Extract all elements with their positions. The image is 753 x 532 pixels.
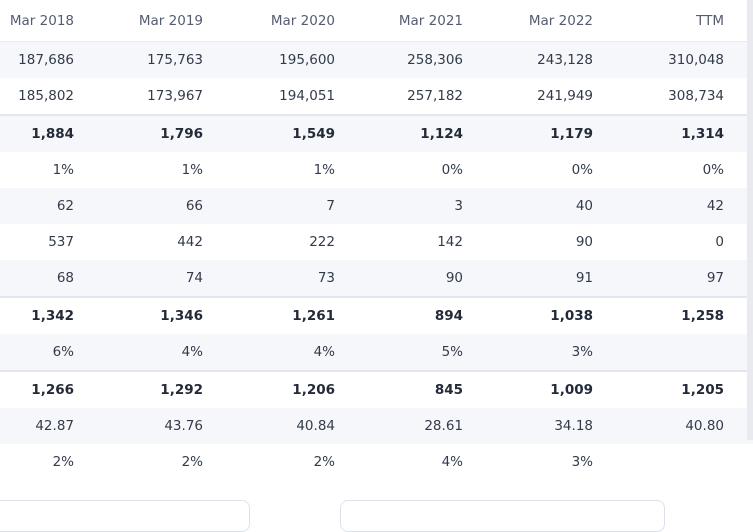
table-cell: 1,314	[681, 126, 724, 142]
table-row: 185,802 173,967 194,051 257,182 241,949 308,7…	[0, 78, 753, 114]
table-cell: 62	[56, 198, 74, 214]
table-cell: 7	[326, 198, 335, 214]
table-cell: 1,206	[292, 382, 335, 398]
table-cell: 40.84	[296, 418, 335, 434]
column-header: TTM	[696, 12, 724, 29]
bottom-card-left[interactable]	[0, 500, 250, 532]
table-cell: 1,796	[160, 126, 203, 142]
table-row: 42.87 43.76 40.84 28.61 34.18 40.80	[0, 408, 753, 444]
table-cell: 3%	[571, 454, 593, 470]
table-cell: 5%	[441, 344, 463, 360]
table-cell: 91	[575, 270, 593, 286]
table-cell: 0%	[441, 162, 463, 178]
table-cell	[614, 334, 724, 370]
table-cell: 90	[575, 234, 593, 250]
column-header: Mar 2020	[270, 12, 335, 29]
table-row: 537 442 222 142 90 0	[0, 224, 753, 260]
table-cell: 2%	[52, 454, 74, 470]
table-cell: 97	[706, 270, 724, 286]
table-row: 1,266 1,292 1,206 845 1,009 1,205	[0, 370, 753, 408]
table-row: 62 66 7 3 40 42	[0, 188, 753, 224]
table-cell: 0%	[702, 162, 724, 178]
table-cell: 42.87	[35, 418, 74, 434]
column-header: Mar 2019	[138, 12, 203, 29]
table-cell: 1%	[313, 162, 335, 178]
table-cell: 194,051	[279, 88, 335, 104]
table-cell: 42	[706, 198, 724, 214]
column-header: Mar 2018	[9, 12, 74, 29]
table-row: 6% 4% 4% 5% 3%	[0, 334, 753, 370]
table-row: 2% 2% 2% 4% 3%	[0, 444, 753, 480]
table-cell: 173,967	[147, 88, 203, 104]
table-cell: 3%	[571, 344, 593, 360]
table-cell: 1,261	[292, 308, 335, 324]
table-cell: 310,048	[668, 52, 724, 68]
table-cell: 43.76	[164, 418, 203, 434]
table-cell: 308,734	[668, 88, 724, 104]
table-cell: 1,205	[681, 382, 724, 398]
column-header: Mar 2022	[528, 12, 593, 29]
table-cell: 1,346	[160, 308, 203, 324]
financial-table: Mar 2018 Mar 2019 Mar 2020 Mar 2021 Mar 2022…	[0, 0, 753, 480]
table-row: 187,686 175,763 195,600 258,306 243,128 310,0…	[0, 42, 753, 78]
scrollbar-track[interactable]	[747, 0, 753, 440]
table-cell: 537	[48, 234, 74, 250]
table-cell: 4%	[181, 344, 203, 360]
table-row: 1,884 1,796 1,549 1,124 1,179 1,314	[0, 114, 753, 152]
table-cell: 1,342	[31, 308, 74, 324]
table-cell: 4%	[441, 454, 463, 470]
table-cell: 6%	[52, 344, 74, 360]
table-cell: 243,128	[537, 52, 593, 68]
table-cell: 66	[185, 198, 203, 214]
table-cell: 894	[434, 308, 463, 324]
table-cell: 1,884	[31, 126, 74, 142]
table-cell: 2%	[313, 454, 335, 470]
table-cell: 241,949	[537, 88, 593, 104]
table-cell: 257,182	[407, 88, 463, 104]
table-cell: 185,802	[18, 88, 74, 104]
table-cell: 40.80	[685, 418, 724, 434]
table-cell: 142	[437, 234, 463, 250]
table-cell	[614, 444, 724, 480]
table-cell: 1,124	[420, 126, 463, 142]
table-body: 187,686 175,763 195,600 258,306 243,128 310,0…	[0, 42, 753, 480]
table-cell: 2%	[181, 454, 203, 470]
table-cell: 222	[309, 234, 335, 250]
bottom-card-right[interactable]	[340, 500, 665, 532]
table-cell: 1,266	[31, 382, 74, 398]
table-cell: 845	[434, 382, 463, 398]
table-cell: 1,009	[550, 382, 593, 398]
table-cell: 187,686	[18, 52, 74, 68]
table-cell: 0%	[571, 162, 593, 178]
table-header: Mar 2018 Mar 2019 Mar 2020 Mar 2021 Mar 2022…	[0, 0, 753, 42]
table-cell: 1,292	[160, 382, 203, 398]
table-cell: 442	[177, 234, 203, 250]
table-cell: 3	[454, 198, 463, 214]
table-cell: 1%	[52, 162, 74, 178]
table-cell: 1,038	[550, 308, 593, 324]
table-cell: 74	[185, 270, 203, 286]
table-cell: 1,549	[292, 126, 335, 142]
table-cell: 40	[575, 198, 593, 214]
table-cell: 1%	[181, 162, 203, 178]
table-row: 1% 1% 1% 0% 0% 0%	[0, 152, 753, 188]
table-cell: 1,258	[681, 308, 724, 324]
table-cell: 34.18	[554, 418, 593, 434]
table-cell: 28.61	[424, 418, 463, 434]
table-cell: 195,600	[279, 52, 335, 68]
table-row: 68 74 73 90 91 97	[0, 260, 753, 296]
table-cell: 0	[715, 234, 724, 250]
table-cell: 4%	[313, 344, 335, 360]
table-cell: 73	[317, 270, 335, 286]
table-cell: 1,179	[550, 126, 593, 142]
column-header: Mar 2021	[398, 12, 463, 29]
table-row: 1,342 1,346 1,261 894 1,038 1,258	[0, 296, 753, 334]
table-cell: 258,306	[407, 52, 463, 68]
table-cell: 90	[445, 270, 463, 286]
table-cell: 68	[56, 270, 74, 286]
table-cell: 175,763	[147, 52, 203, 68]
